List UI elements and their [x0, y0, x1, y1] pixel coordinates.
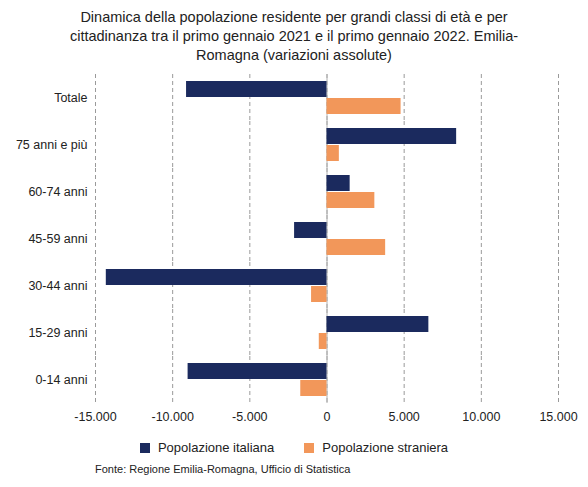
html-text:Dinamica della popolazione res: Dinamica della popolazione residente per…: [69, 9, 519, 63]
svg-text:5.000: 5.000: [389, 410, 420, 424]
svg-text:60-74 anni: 60-74 anni: [28, 185, 87, 199]
svg-text:45-59 anni: 45-59 anni: [28, 232, 87, 246]
svg-text:-15.000: -15.000: [74, 410, 116, 424]
svg-text:15-29 anni: 15-29 anni: [28, 326, 87, 340]
svg-text:Totale: Totale: [54, 91, 87, 105]
svg-text:-10.000: -10.000: [151, 410, 193, 424]
svg-text:15.000: 15.000: [539, 410, 577, 424]
html-text:Popolazione straniera: Popolazione straniera: [322, 440, 449, 455]
svg-text:10.000: 10.000: [462, 410, 500, 424]
html-text:Popolazione italiana: Popolazione italiana: [157, 440, 275, 455]
svg-text:-5.000: -5.000: [232, 410, 267, 424]
svg-text:75 anni e più: 75 anni e più: [16, 138, 88, 152]
html-text:Fonte: Regione Emilia-Romagna,: Fonte: Regione Emilia-Romagna, Ufficio d…: [95, 463, 351, 475]
svg-text:0-14 anni: 0-14 anni: [35, 373, 87, 387]
svg-text:30-44 anni: 30-44 anni: [28, 279, 87, 293]
svg-text:0: 0: [324, 410, 331, 424]
